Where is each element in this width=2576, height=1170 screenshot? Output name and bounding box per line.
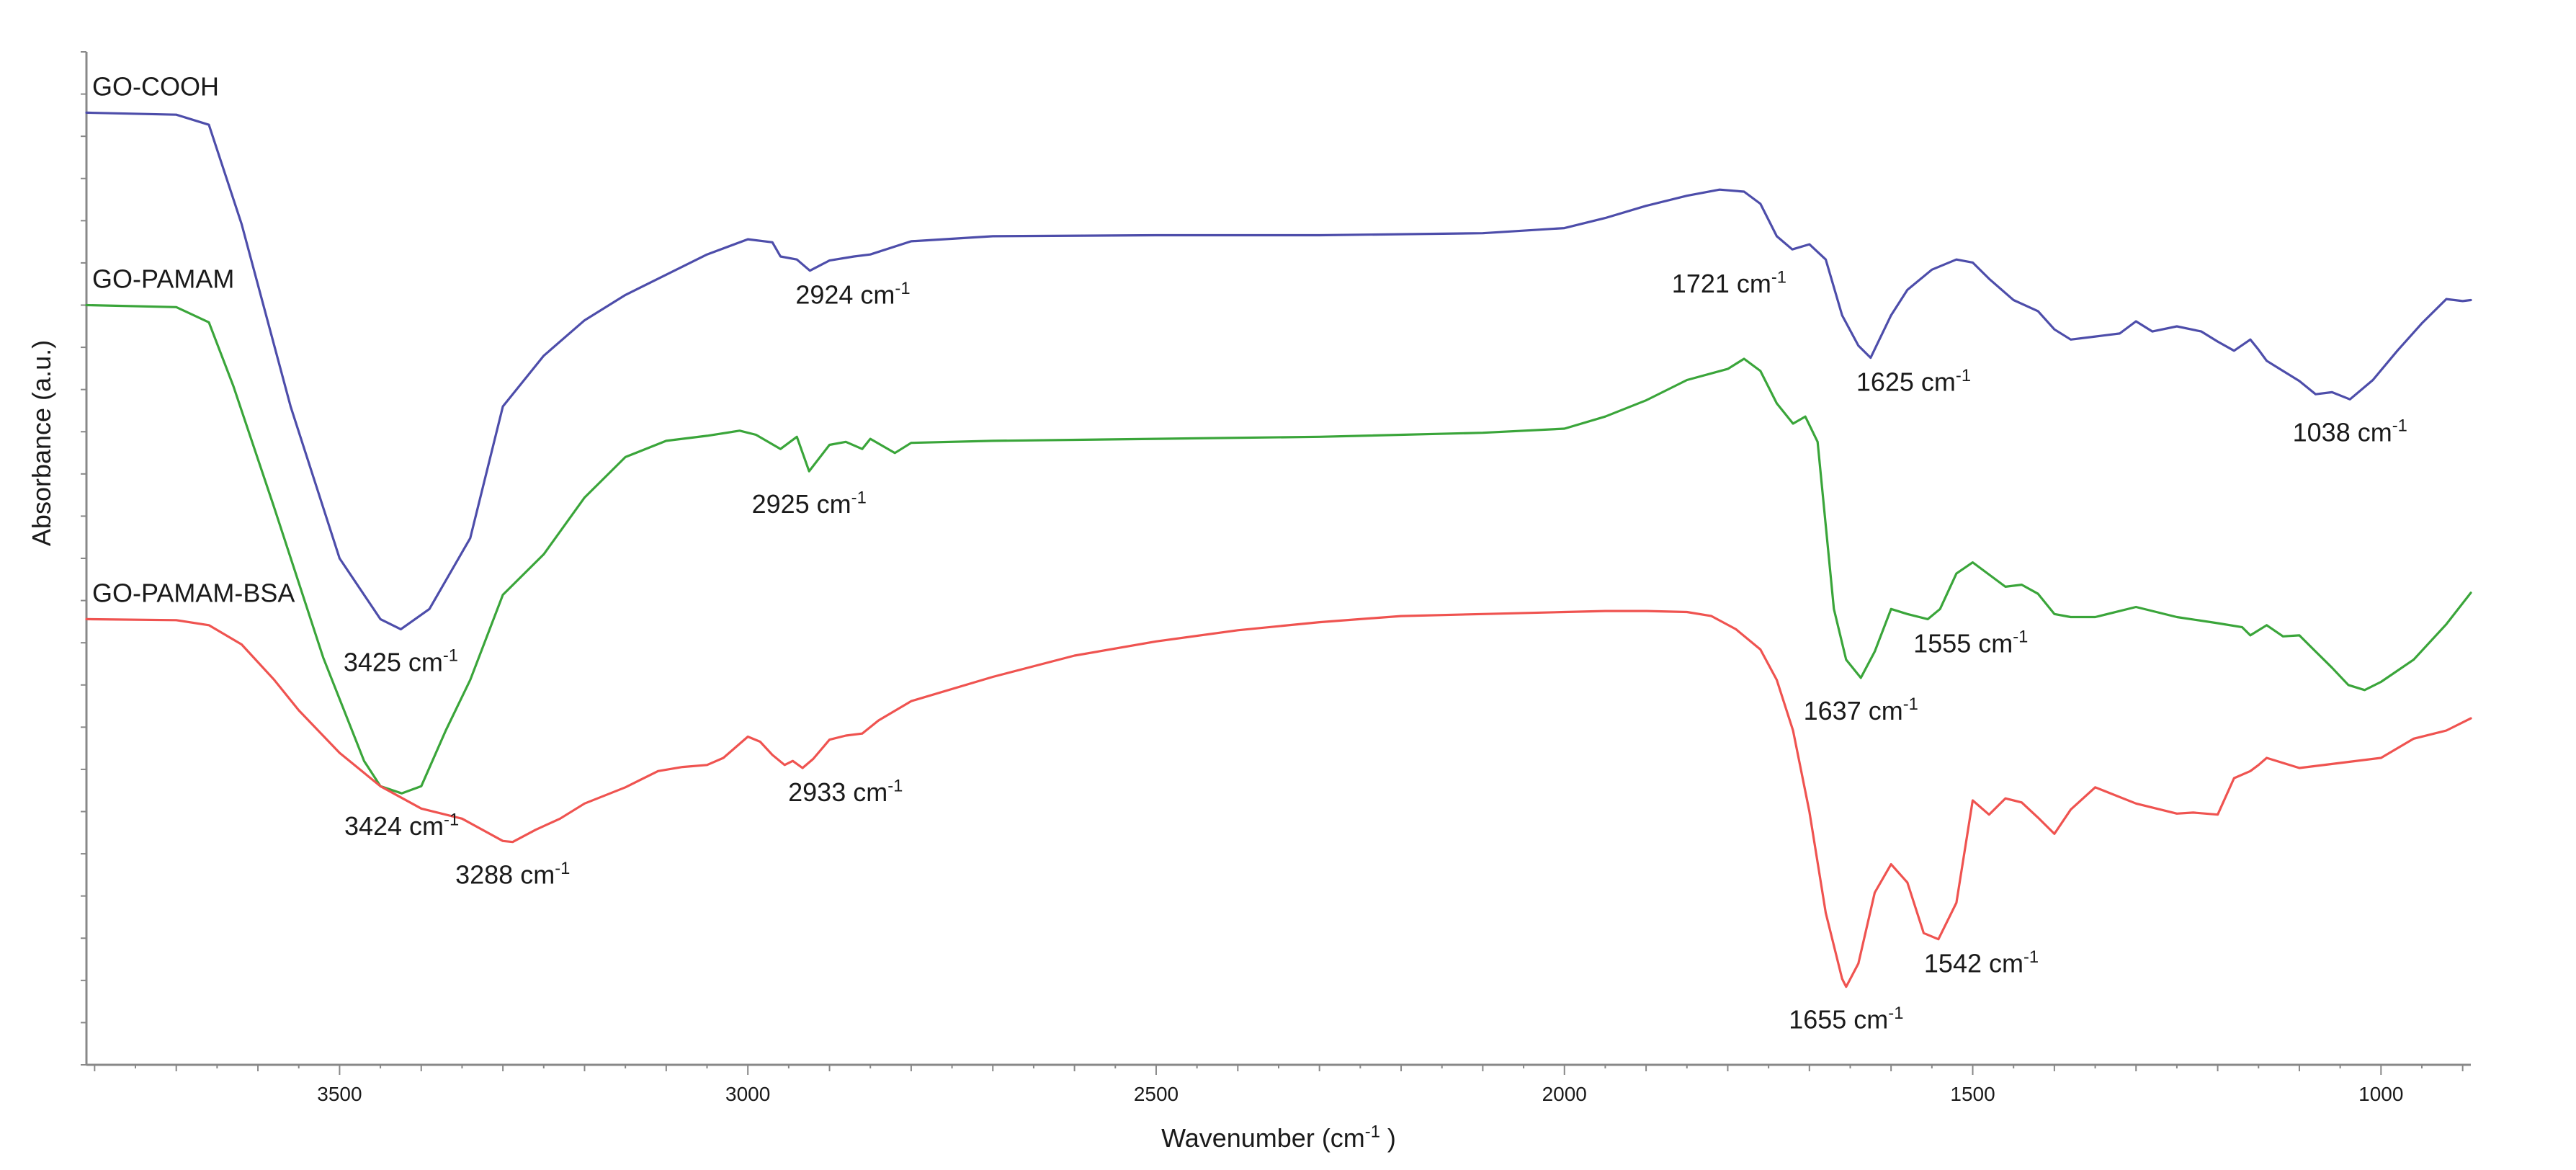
peak-annotation: 3288 cm-1 (455, 859, 570, 890)
x-tick-label: 3000 (725, 1083, 770, 1105)
x-tick-label: 2000 (1542, 1083, 1587, 1105)
peak-annotation: 2933 cm-1 (788, 776, 903, 807)
peak-annotation: 1625 cm-1 (1856, 366, 1971, 397)
series-group (85, 111, 2472, 988)
peak-annotation: 1038 cm-1 (2293, 416, 2407, 447)
peak-annotation: 1655 cm-1 (1789, 1004, 1903, 1035)
y-axis-label: Absorbance (a.u.) (27, 340, 56, 546)
peak-annotation: 2924 cm-1 (795, 279, 910, 310)
peak-annotation: 2925 cm-1 (752, 488, 867, 519)
peak-annotation: 1555 cm-1 (1913, 628, 2028, 658)
x-tick-label: 1000 (2358, 1083, 2403, 1105)
series-line-go-cooh (85, 111, 2472, 631)
series-line-go-pamam (85, 303, 2472, 795)
series-label: GO-COOH (92, 71, 219, 101)
series-line-go-pamam-bsa (85, 609, 2472, 988)
peak-annotation: 3425 cm-1 (344, 646, 458, 677)
x-tick-label: 1500 (1950, 1083, 1995, 1105)
peak-annotation: 1721 cm-1 (1672, 267, 1786, 298)
series-label: GO-PAMAM-BSA (92, 578, 295, 607)
peak-annotation: 3424 cm-1 (344, 810, 459, 841)
peak-annotation: 1542 cm-1 (1924, 947, 2039, 978)
x-tick-label: 3500 (317, 1083, 362, 1105)
series-label: GO-PAMAM (92, 264, 234, 294)
peak-annotation: 1637 cm-1 (1804, 695, 1918, 725)
x-axis-label: Wavenumber (cm-1 ) (1161, 1122, 1396, 1153)
labels-group: GO-COOH GO-PAMAM GO-PAMAM-BSA 2924 cm-1 1721… (92, 71, 2407, 1034)
x-tick-label: 2500 (1134, 1083, 1179, 1105)
axes: 3500 3000 2500 2000 1500 1000 Wavenumber (cm-1… (27, 51, 2471, 1153)
